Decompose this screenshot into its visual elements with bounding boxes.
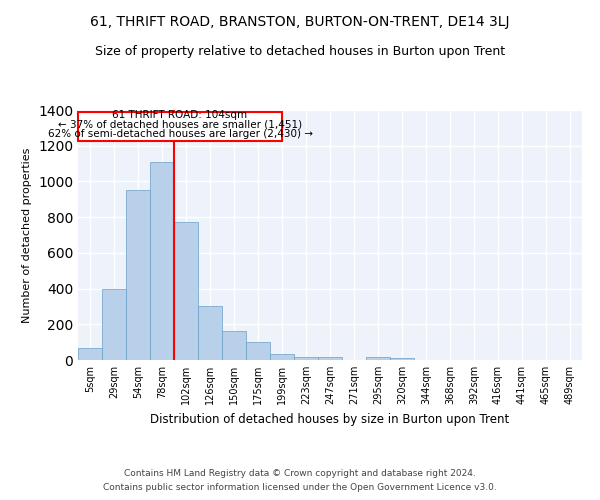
Text: Contains HM Land Registry data © Crown copyright and database right 2024.: Contains HM Land Registry data © Crown c… [124,468,476,477]
Text: Contains public sector information licensed under the Open Government Licence v3: Contains public sector information licen… [103,484,497,492]
Bar [174,222,198,360]
Bar [150,162,174,360]
X-axis label: Distribution of detached houses by size in Burton upon Trent: Distribution of detached houses by size … [151,412,509,426]
Bar [366,358,390,360]
Bar [294,358,318,360]
Bar [102,288,126,360]
Text: ← 37% of detached houses are smaller (1,451): ← 37% of detached houses are smaller (1,… [58,120,302,130]
FancyBboxPatch shape [78,112,282,141]
Bar [126,190,150,360]
Bar [78,348,102,360]
Y-axis label: Number of detached properties: Number of detached properties [22,148,32,322]
Bar [390,358,414,360]
Text: 62% of semi-detached houses are larger (2,430) →: 62% of semi-detached houses are larger (… [47,130,313,140]
Bar [222,332,246,360]
Bar [318,358,342,360]
Text: Size of property relative to detached houses in Burton upon Trent: Size of property relative to detached ho… [95,45,505,58]
Text: 61, THRIFT ROAD, BRANSTON, BURTON-ON-TRENT, DE14 3LJ: 61, THRIFT ROAD, BRANSTON, BURTON-ON-TRE… [90,15,510,29]
Text: 61 THRIFT ROAD: 104sqm: 61 THRIFT ROAD: 104sqm [112,110,248,120]
Bar [246,342,270,360]
Bar [270,354,294,360]
Bar [198,306,222,360]
